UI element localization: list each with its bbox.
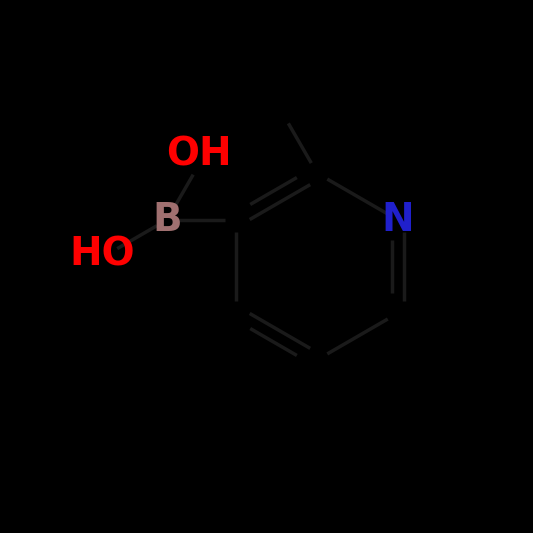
Text: OH: OH <box>166 136 232 174</box>
Text: B: B <box>152 201 182 239</box>
Text: HO: HO <box>69 236 134 273</box>
Text: N: N <box>382 201 414 239</box>
